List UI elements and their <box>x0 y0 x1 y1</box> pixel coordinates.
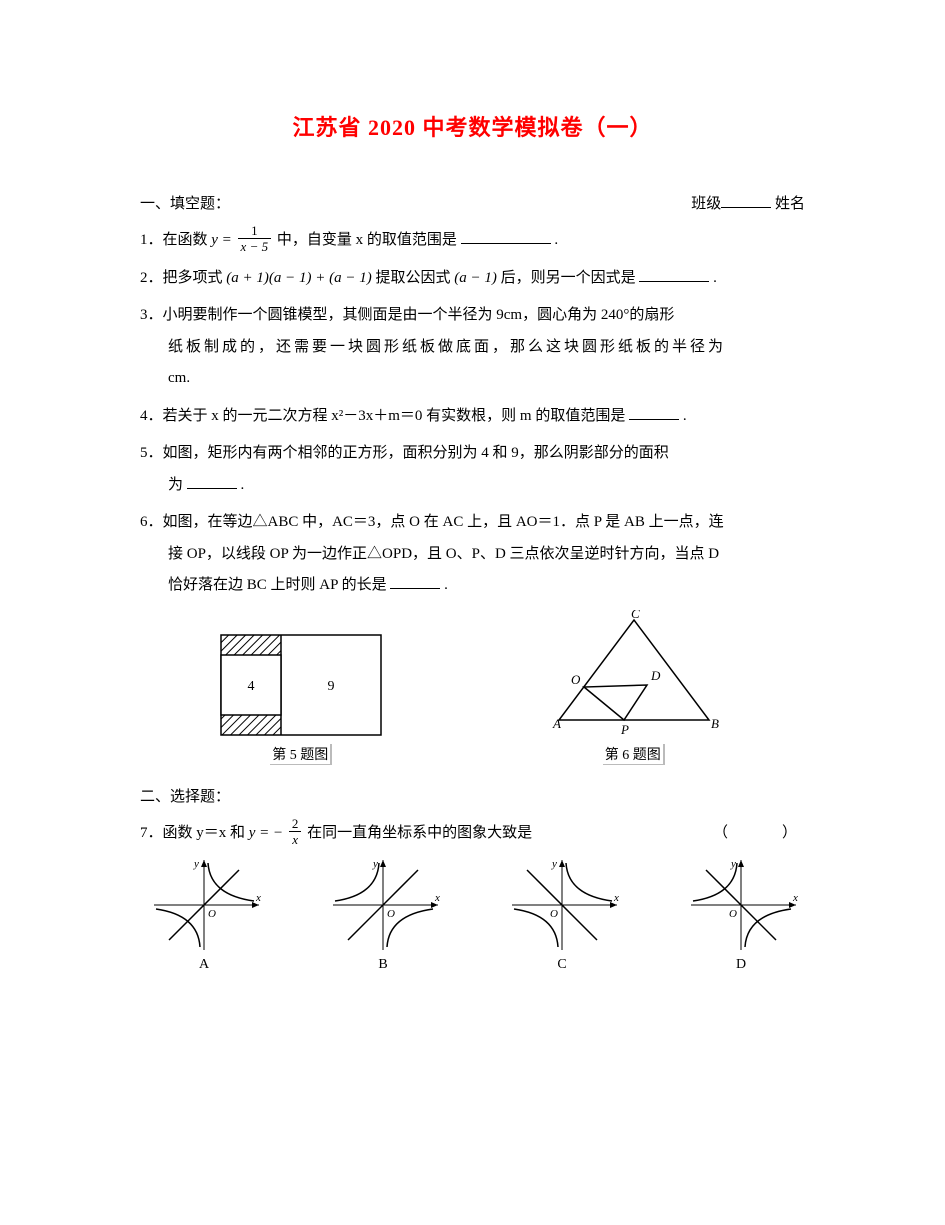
svg-text:C: C <box>631 610 640 621</box>
svg-text:B: B <box>711 716 719 731</box>
section-1-header: 一、填空题： 班级 姓名 <box>140 192 805 213</box>
choice-c: x y O C <box>502 855 622 973</box>
choice-a: x y O A <box>144 855 264 973</box>
svg-text:y: y <box>551 858 557 870</box>
class-blank <box>721 193 771 208</box>
svg-text:O: O <box>208 908 216 920</box>
choice-b: x y O B <box>323 855 443 973</box>
q5-blank <box>187 474 237 489</box>
doc-title: 江苏省 2020 中考数学模拟卷（一） <box>140 110 805 142</box>
figure-6: A B C O D P 第 6 题图 <box>539 610 729 765</box>
svg-text:x: x <box>255 892 261 904</box>
figure-5-caption: 第 5 题图 <box>270 744 332 765</box>
svg-text:x: x <box>434 892 440 904</box>
svg-text:O: O <box>729 908 737 920</box>
svg-text:D: D <box>650 668 661 683</box>
section-2-label: 二、选择题： <box>140 785 805 806</box>
choice-d: x y O D <box>681 855 801 973</box>
q7-fraction: 2 x <box>289 817 302 846</box>
figure-5: 4 9 第 5 题图 <box>216 630 386 765</box>
question-5: 5．如图，矩形内有两个相邻的正方形，面积分别为 4 和 9，那么阴影部分的面积 … <box>140 438 805 501</box>
fig5-label-4: 4 <box>248 679 255 694</box>
svg-text:x: x <box>792 892 798 904</box>
figure-6-caption: 第 6 题图 <box>603 744 665 765</box>
q6-blank <box>390 574 440 589</box>
q7-paren: （ ） <box>713 818 805 850</box>
question-6: 6．如图，在等边△ABC 中，AC＝3，点 O 在 AC 上，且 AO＝1．点 … <box>140 507 805 602</box>
q2-blank <box>639 267 709 282</box>
question-7: 7．函数 y＝x 和 y = − 2 x 在同一直角坐标系中的图象大致是 （ ） <box>140 818 805 850</box>
svg-text:O: O <box>571 672 581 687</box>
question-1: 1．在函数 y = 1 x − 5 中，自变量 x 的取值范围是 . <box>140 225 805 257</box>
svg-text:O: O <box>550 908 558 920</box>
svg-text:O: O <box>387 908 395 920</box>
q1-fraction: 1 x − 5 <box>238 224 272 253</box>
page: 江苏省 2020 中考数学模拟卷（一） 一、填空题： 班级 姓名 1．在函数 y… <box>0 0 945 1013</box>
q1-blank <box>461 229 551 244</box>
svg-text:A: A <box>552 716 561 731</box>
fig5-label-9: 9 <box>328 679 335 694</box>
figures-row: 4 9 第 5 题图 A B C O D P <box>140 610 805 765</box>
question-3: 3．小明要制作一个圆锥模型，其侧面是由一个半径为 9cm，圆心角为 240°的扇… <box>140 300 805 395</box>
svg-text:P: P <box>620 722 629 737</box>
svg-text:y: y <box>372 858 378 870</box>
q7-choices: x y O A x y O <box>140 855 805 973</box>
svg-text:y: y <box>193 858 199 870</box>
figure-5-svg: 4 9 <box>216 630 386 740</box>
section-1-label: 一、填空题： <box>140 192 230 213</box>
figure-6-svg: A B C O D P <box>539 610 729 740</box>
question-2: 2．把多项式 (a + 1)(a − 1) + (a − 1) 提取公因式 (a… <box>140 263 805 295</box>
q4-blank <box>629 405 679 420</box>
svg-text:y: y <box>730 858 736 870</box>
class-name-fields: 班级 姓名 <box>691 192 805 213</box>
question-4: 4．若关于 x 的一元二次方程 x²－3x＋m＝0 有实数根，则 m 的取值范围… <box>140 401 805 433</box>
svg-text:x: x <box>613 892 619 904</box>
